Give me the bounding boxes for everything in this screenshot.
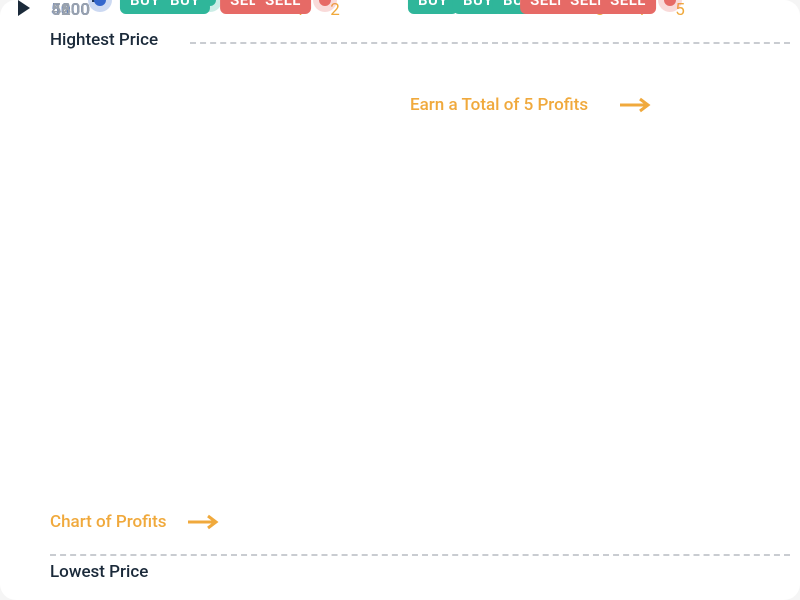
arrow-right-icon — [188, 514, 222, 530]
buy-badge: BUY — [408, 0, 458, 14]
arrow-right-icon — [620, 97, 654, 113]
earn-total-label: Earn a Total of 5 Profits — [410, 95, 588, 115]
price-line — [0, 0, 800, 600]
buy-badge: BUY — [160, 0, 210, 14]
chart-card: Hightest PriceLowest Price40004400480050… — [0, 0, 800, 600]
chart-area: Hightest PriceLowest Price40004400480050… — [0, 0, 800, 600]
sell-badge: SELL — [255, 0, 311, 14]
sell-badge: SELL — [600, 0, 656, 14]
chart-of-profits-label: Chart of Profits — [50, 512, 167, 532]
